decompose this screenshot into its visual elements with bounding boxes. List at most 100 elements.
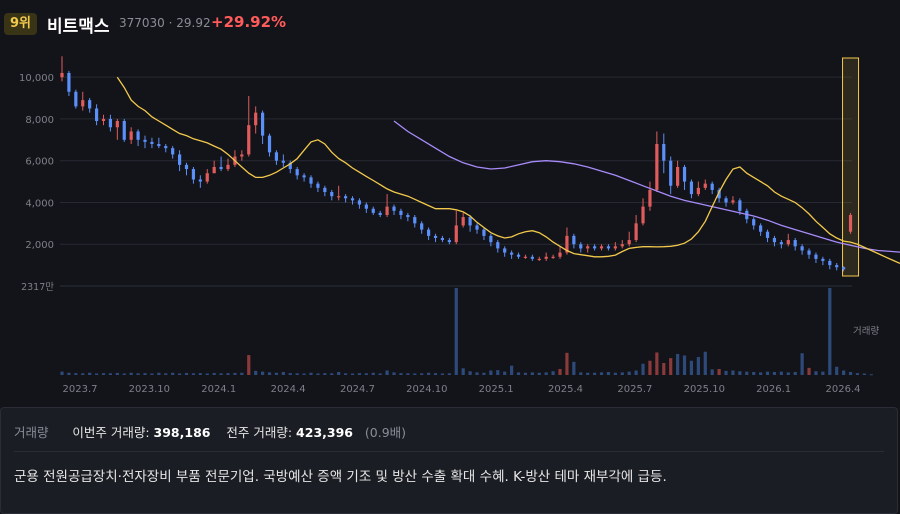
price-tick-label: 2,000 — [25, 240, 54, 251]
candle-body — [586, 246, 590, 249]
volume-bar — [136, 373, 140, 375]
volume-bar — [205, 373, 209, 375]
volume-bar — [869, 374, 873, 376]
volume-bar — [689, 360, 694, 375]
candle-body — [136, 131, 140, 140]
candle-body — [689, 181, 694, 195]
latest-week-highlight — [842, 57, 860, 277]
volume-bar — [489, 370, 493, 375]
candle-body — [482, 229, 486, 236]
candle-body — [392, 206, 396, 211]
volume-bar — [420, 373, 424, 375]
volume-ratio: (0.9배) — [364, 425, 407, 440]
volume-bar — [717, 368, 721, 375]
x-tick-label: 2024.4 — [271, 384, 306, 395]
candle — [399, 208, 403, 220]
volume-bar — [565, 352, 569, 375]
candle — [800, 244, 804, 255]
company-description: 군용 전원공급장치·전자장비 부품 전문기업. 국방예산 증액 기조 및 방산 … — [14, 469, 667, 485]
candle — [254, 106, 258, 134]
candle-body — [752, 219, 756, 226]
candle-body — [676, 166, 680, 186]
candle — [281, 154, 285, 167]
candle-body — [717, 189, 721, 199]
x-tick-label: 2024.10 — [406, 384, 447, 395]
stock-price: 29.92 — [176, 16, 211, 30]
volume-bar — [60, 371, 64, 375]
candle-body — [606, 246, 611, 249]
volume-bar — [94, 373, 99, 375]
volume-bar — [177, 373, 182, 375]
candle — [613, 242, 617, 251]
volume-bar — [392, 372, 396, 375]
candle — [406, 212, 410, 222]
candle-body — [800, 246, 804, 251]
candle — [544, 252, 548, 261]
candle — [503, 246, 507, 257]
volume-bar — [835, 366, 839, 375]
volume-bar — [516, 372, 521, 375]
candle-body — [593, 246, 597, 249]
volume-bar — [848, 371, 853, 375]
candle — [260, 110, 265, 144]
candle — [835, 263, 839, 271]
x-tick-label: 2023.10 — [129, 384, 170, 395]
volume-bar — [786, 372, 790, 375]
volume-bar — [67, 372, 71, 375]
last-week-volume-value: 423,396 — [296, 425, 353, 440]
candle — [309, 175, 313, 188]
candle-body — [226, 164, 230, 170]
volume-bar — [745, 371, 749, 375]
volume-bar — [558, 368, 562, 375]
candle-body — [779, 242, 783, 245]
volume-bar — [115, 372, 119, 375]
candle — [537, 256, 541, 261]
candle-body — [74, 91, 78, 107]
ma-short-line — [116, 76, 900, 264]
candle — [171, 146, 175, 159]
candle — [848, 212, 853, 234]
candle — [440, 235, 445, 243]
volume-bar — [842, 370, 846, 375]
candle-body — [171, 148, 175, 155]
divider — [14, 451, 884, 452]
candle-body — [461, 217, 465, 226]
candle-body — [164, 146, 168, 149]
candle-body — [620, 244, 624, 247]
volume-bar — [510, 365, 514, 375]
volume-bar — [101, 373, 106, 375]
candle — [551, 254, 555, 259]
candle-body — [440, 237, 445, 241]
volume-bar — [738, 371, 742, 375]
candle-body — [489, 235, 493, 243]
volume-bar — [454, 288, 458, 375]
volume-bar — [281, 371, 285, 375]
volume-bar — [482, 372, 486, 375]
volume-bar — [427, 372, 431, 375]
candle-body — [88, 100, 92, 109]
volume-bar — [696, 356, 700, 375]
candle-body — [565, 235, 569, 253]
candle — [420, 221, 424, 234]
volume-bar — [814, 371, 818, 375]
candle — [842, 266, 846, 272]
candle-body — [267, 135, 272, 153]
candle-body — [67, 72, 71, 92]
candle-body — [385, 206, 389, 215]
candle — [378, 210, 382, 218]
candle-body — [115, 121, 119, 128]
volume-axis-label: 거래량 — [853, 325, 879, 337]
candle — [350, 196, 355, 205]
volume-bar — [821, 371, 825, 375]
candle — [94, 104, 99, 126]
volume-bar — [468, 371, 472, 375]
candle-body — [516, 254, 521, 257]
candle-body — [503, 248, 507, 253]
candle — [786, 233, 790, 247]
candle-body — [724, 198, 728, 203]
volume-bar — [641, 363, 645, 375]
candle — [371, 206, 375, 215]
candle-body — [848, 214, 853, 232]
stock-name[interactable]: 비트맥스 — [47, 17, 110, 37]
